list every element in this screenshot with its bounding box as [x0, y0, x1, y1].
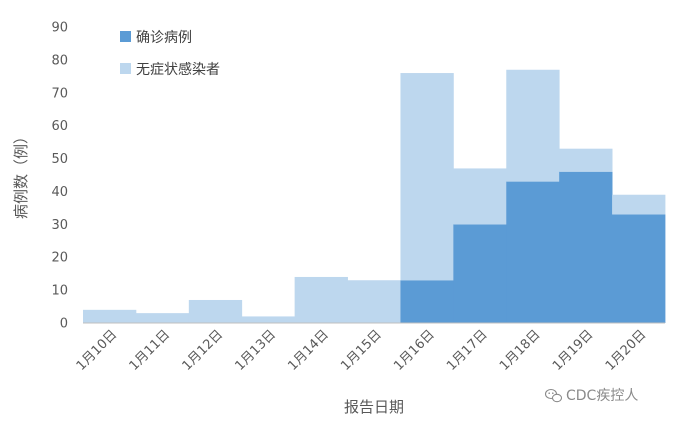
y-tick-label: 10	[51, 284, 68, 299]
y-tick-label: 70	[51, 86, 68, 101]
bar-asymptomatic-7	[400, 73, 454, 281]
y-tick-label: 20	[51, 251, 68, 266]
bar-asymptomatic-9	[506, 69, 560, 182]
y-tick-label: 0	[60, 317, 68, 332]
bar-asymptomatic-8	[453, 168, 507, 225]
watermark-text: CDC疾控人	[566, 388, 638, 404]
y-tick-label: 50	[51, 152, 68, 167]
bar-confirmed-7	[400, 280, 454, 323]
legend-label-confirmed: 确诊病例	[136, 30, 192, 46]
watermark: CDC疾控人	[544, 388, 638, 404]
legend-label-asymptomatic: 无症状感染者	[136, 61, 220, 78]
y-axis-ticks: 0 10 20 30 40 50 60 70 80 90	[51, 21, 68, 332]
bar-asymptomatic-11	[612, 194, 666, 215]
x-tick-label: 1月17日	[444, 327, 491, 374]
y-tick-label: 30	[51, 218, 68, 233]
y-tick-label: 90	[51, 21, 68, 36]
x-tick-label: 1月11日	[127, 327, 174, 374]
y-tick-label: 40	[51, 185, 68, 200]
y-tick-label: 80	[51, 53, 68, 68]
legend: 确诊病例 无症状感染者	[120, 30, 220, 78]
bar-asymptomatic-2	[135, 313, 190, 323]
bars-group	[83, 69, 666, 323]
x-tick-label: 1月13日	[232, 327, 279, 374]
bar-asymptomatic-4	[241, 316, 296, 323]
bar-confirmed-11	[612, 214, 666, 323]
y-axis-title: 病例数（例）	[12, 129, 30, 219]
bar-asymptomatic-3	[188, 299, 243, 323]
x-tick-label: 1月16日	[391, 327, 438, 374]
y-tick-label: 60	[51, 119, 68, 134]
bar-asymptomatic-10	[559, 148, 613, 172]
x-tick-label: 1月19日	[550, 327, 597, 374]
bar-confirmed-10	[559, 171, 613, 323]
x-axis-title: 报告日期	[344, 398, 404, 416]
x-tick-label: 1月15日	[338, 327, 385, 374]
bar-asymptomatic-5	[294, 276, 348, 323]
bar-confirmed-8	[453, 224, 507, 323]
x-tick-label: 1月14日	[285, 327, 332, 374]
wechat-icon	[544, 388, 563, 403]
x-axis-ticks: 1月10日 1月11日 1月12日 1月13日 1月14日 1月15日 1月16日 1月17日…	[74, 327, 650, 374]
bar-asymptomatic-6	[347, 280, 401, 323]
x-tick-label: 1月10日	[74, 327, 121, 374]
bar-asymptomatic-1	[83, 309, 137, 323]
legend-swatch-confirmed	[120, 31, 131, 42]
bar-confirmed-9	[506, 181, 560, 323]
x-tick-label: 1月20日	[603, 327, 650, 374]
x-tick-label: 1月18日	[497, 327, 544, 374]
legend-swatch-asymptomatic	[120, 63, 131, 74]
x-tick-label: 1月12日	[180, 327, 227, 374]
